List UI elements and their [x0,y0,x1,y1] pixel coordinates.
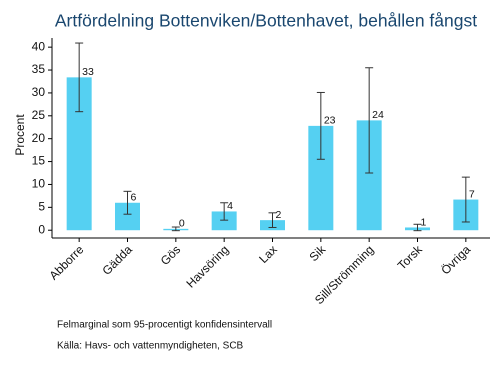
x-tick-label: Gädda [99,242,135,278]
x-tick-label: Torsk [395,242,426,273]
y-tick-label: 5 [38,200,45,214]
value-label: 2 [276,209,282,221]
bar [211,211,237,231]
y-tick-label: 30 [32,85,46,99]
x-tick-label: Övriga [438,242,473,277]
value-label: 33 [82,66,94,78]
y-tick-label: 40 [32,39,46,53]
x-tick-label: Sik [307,242,329,264]
y-tick-label: 0 [38,222,45,236]
y-tick-label: 20 [32,131,46,145]
value-label: 0 [179,218,185,230]
y-tick-label: 25 [32,108,46,122]
chart-title: Artfördelning Bottenviken/Bottenhavet, b… [55,11,477,31]
note: Felmarginal som 95-procentigt konfidensi… [57,320,272,331]
x-tick-label: Havsöring [183,242,231,290]
value-label: 6 [131,192,137,204]
x-tick-label: Abborre [46,242,86,282]
y-axis-label: Procent [13,114,27,156]
x-tick-label: Lax [256,242,280,266]
y-tick-label: 15 [32,154,46,168]
value-label: 23 [324,115,336,127]
value-label: 24 [372,109,384,121]
value-label: 7 [469,188,475,200]
note: Källa: Havs- och vattenmyndigheten, SCB [57,341,244,352]
x-tick-label: Gös [158,242,183,267]
value-label: 4 [227,200,233,212]
y-tick-label: 35 [32,62,46,76]
y-tick-label: 10 [32,177,46,191]
value-label: 1 [421,216,427,228]
